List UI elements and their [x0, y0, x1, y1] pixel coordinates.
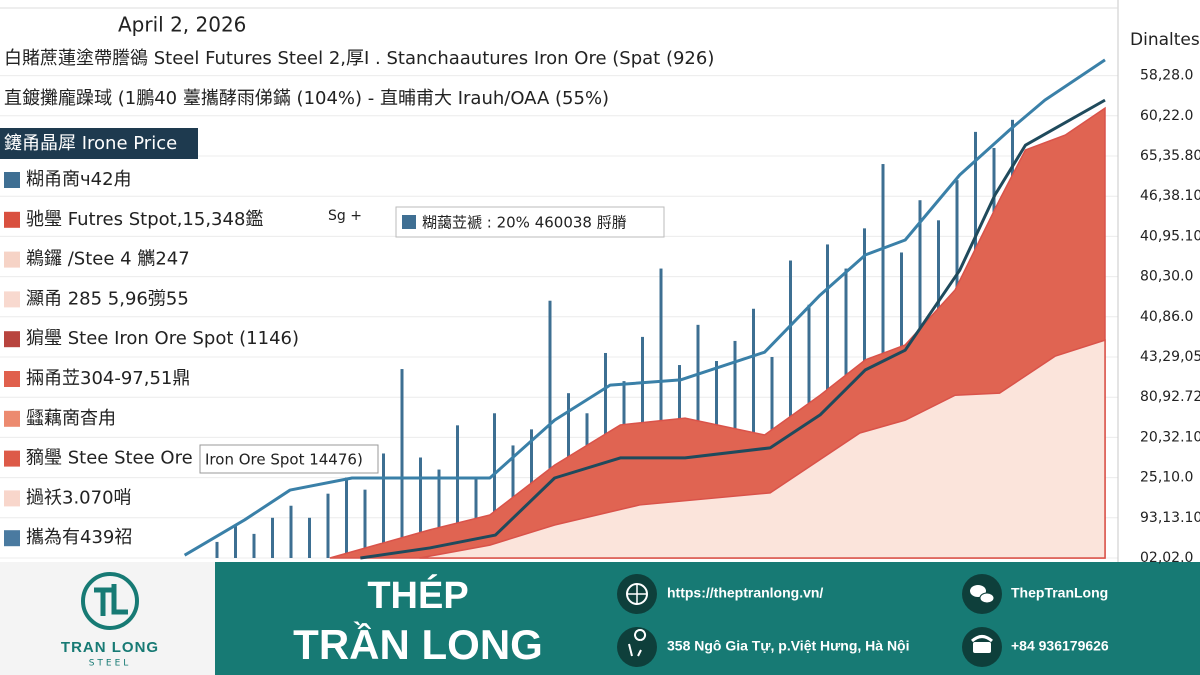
company-name: THÉP	[367, 573, 468, 617]
legend-label: 灦甬 285 5,96彅55	[26, 288, 189, 309]
spike-bar	[252, 533, 256, 558]
legend-label: 糊甬啇ч42甪	[26, 169, 132, 190]
spike-bar	[493, 413, 496, 558]
spike-bar	[400, 369, 404, 558]
y-tick-label: 02,02.0	[1140, 550, 1193, 566]
annotation-box	[395, 206, 665, 238]
spike-bar	[456, 425, 459, 558]
legend-label: 撾祅3.070哨	[26, 487, 132, 508]
location-icon	[628, 629, 647, 657]
spike-bar	[382, 453, 385, 558]
date: April 2, 2026	[118, 13, 246, 37]
chart-subtitle: 直鍍攤龐躁琙 (1鵬40 薹攜酵雨俤鏋 (104%) - 直晡甫大 Irauh/…	[4, 88, 609, 109]
annotation-swatch	[402, 215, 416, 229]
banner	[215, 562, 1200, 675]
y-tick-label: 20,32.10	[1140, 429, 1200, 445]
legend-swatch	[4, 251, 20, 268]
website[interactable]: https://theptranlong.vn/	[667, 585, 823, 601]
area	[419, 339, 1106, 559]
wechat-icon	[979, 592, 995, 604]
legend-label: 攜為有439祒	[26, 527, 132, 548]
spike-bar	[548, 300, 552, 558]
legend-swatch	[4, 211, 20, 228]
spike-bar	[215, 541, 219, 558]
y-axis-label: Dinaltes	[1130, 30, 1200, 50]
globe-icon	[627, 584, 647, 604]
legend-title: 鑳甬晶犀 Irone Price	[4, 133, 177, 154]
spike-bar	[345, 477, 348, 558]
annotation: Sg +	[328, 208, 362, 224]
legend-label: 鵜鑼 /Stee 4 觽247	[26, 249, 190, 270]
legend-swatch	[4, 410, 20, 427]
brand-sub: STEEL	[89, 659, 132, 669]
address: 358 Ngô Gia Tự, p.Việt Hưng, Hà Nội	[667, 638, 910, 654]
legend-label: 驰璺 Futres Stpot,15,348鑑	[26, 209, 263, 230]
spike-bar	[326, 493, 330, 558]
logo-panel	[0, 562, 215, 675]
spike-bar	[363, 489, 367, 558]
legend-swatch	[4, 371, 20, 387]
spike-bar	[419, 457, 422, 558]
legend-swatch	[4, 291, 20, 308]
y-tick-label: 60,22.0	[1140, 108, 1193, 124]
annotation-box	[199, 444, 379, 474]
y-tick-label: 40,86.0	[1140, 309, 1193, 325]
y-tick-label: 58,28.0	[1140, 68, 1193, 84]
legend-label: 掚甬苙304-97,51鼎	[26, 368, 190, 389]
spike-bar	[789, 260, 792, 558]
phone-icon	[970, 635, 994, 643]
legend-swatch	[4, 450, 20, 467]
line	[183, 58, 1106, 557]
spike-bar	[234, 525, 237, 558]
legend-label: 瓥藕啇杳甪	[26, 408, 116, 429]
y-tick-label: 65,35.80	[1140, 148, 1200, 164]
spike-bar	[308, 517, 311, 558]
brand: TRAN LONG	[61, 639, 159, 656]
spike-bar	[659, 268, 663, 558]
legend-swatch	[4, 530, 20, 547]
legend-label: 豴璺 Stee Stee Ore	[26, 448, 193, 469]
y-tick-label: 80,30.0	[1140, 269, 1193, 285]
y-tick-label: 93,13.10	[1140, 510, 1200, 526]
spike-bar	[271, 517, 274, 558]
phone: +84 936179626	[1011, 638, 1109, 654]
phone-icon	[973, 642, 991, 653]
legend-swatch	[4, 490, 20, 507]
legend-swatch	[4, 172, 20, 188]
legend-swatch	[4, 331, 20, 348]
spike-bar	[437, 469, 441, 558]
spike-bar	[289, 505, 293, 558]
y-tick-label: 80,92.72	[1140, 389, 1200, 405]
footer: TRAN LONG STEEL THÉP TRẦN LONG https://t…	[0, 562, 1200, 675]
chart-title: 白賭蔗蓮塗帶謄鵒 Steel Futures Steel 2,厚I . Stan…	[4, 47, 714, 69]
wechat: ThepTranLong	[1011, 585, 1108, 601]
logo-mark	[94, 584, 128, 616]
company-name: TRẦN LONG	[293, 621, 543, 668]
legend-label: 猏璺 Stee Iron Ore Spot (1146)	[26, 327, 299, 349]
y-tick-label: 43,29,05	[1140, 349, 1200, 365]
y-tick-label: 25,10.0	[1140, 470, 1193, 486]
location-icon	[617, 627, 657, 667]
logo	[81, 572, 139, 630]
y-tick-label: 46,38.10	[1140, 188, 1200, 204]
y-tick-label: 40,95.10	[1140, 228, 1200, 244]
annotation: Iron Ore Spot 14476)	[205, 451, 363, 469]
line	[360, 98, 1106, 560]
legend-header	[0, 128, 198, 159]
annotation: 糊藹苙褫 : 20% 460038 脟膌	[422, 214, 627, 232]
